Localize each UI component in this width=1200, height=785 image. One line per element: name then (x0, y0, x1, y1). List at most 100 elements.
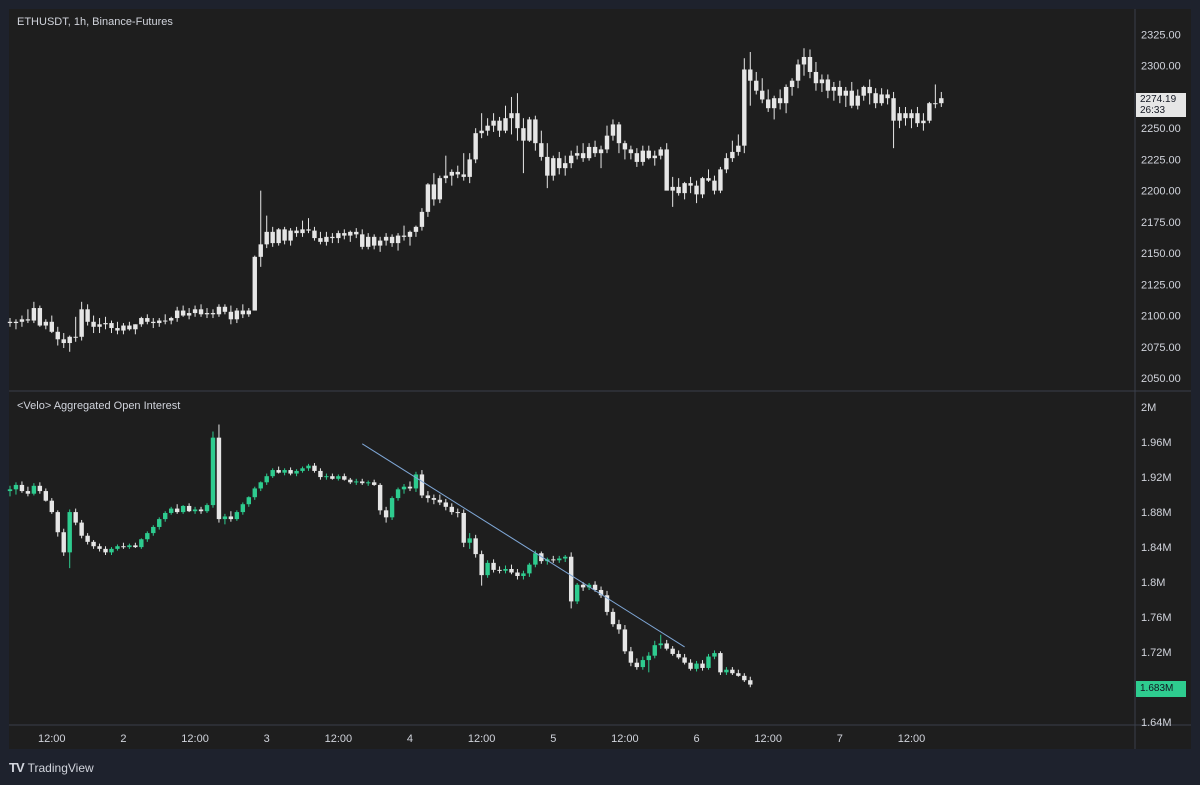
price-candle (807, 56, 813, 72)
oi-candle (425, 495, 431, 499)
oi-candle (109, 548, 114, 553)
tradingview-logo[interactable]: TV TradingView (9, 760, 94, 775)
oi-candle (652, 645, 657, 656)
oi-candle (503, 569, 508, 571)
oi-candle (724, 669, 729, 673)
price-candle (133, 324, 138, 330)
price-candle (180, 310, 186, 316)
price-candle (366, 236, 371, 247)
price-candle (330, 236, 335, 239)
price-candle (73, 336, 78, 338)
price-candle (628, 149, 634, 154)
oi-candle (461, 512, 466, 543)
price-candle (634, 153, 640, 162)
price-candle (163, 320, 168, 322)
oi-candle (563, 556, 568, 559)
price-candle (306, 229, 311, 231)
price-candle (467, 159, 472, 177)
oi-candle (509, 569, 514, 573)
price-candle (563, 163, 568, 169)
oi-candle (354, 481, 359, 483)
oi-candle (288, 470, 293, 474)
oi-candle (366, 482, 371, 484)
oi-candle (485, 562, 490, 576)
time-tick-label: 2 (120, 733, 126, 745)
price-candle (115, 328, 120, 331)
price-candle (342, 233, 347, 236)
price-candle (443, 175, 449, 179)
price-candle (568, 155, 574, 164)
oi-candle (234, 512, 240, 520)
price-candle (867, 86, 872, 94)
price-candle (539, 143, 544, 157)
oi-candle (413, 474, 419, 489)
oi-tick-label: 1.64M (1141, 717, 1172, 729)
price-candle (730, 151, 735, 159)
last-price-tag: 2274.19 26:33 (1136, 93, 1186, 117)
price-candle (360, 234, 365, 247)
oi-candle (646, 655, 651, 661)
oi-candle (377, 484, 383, 511)
oi-candle (127, 545, 132, 548)
price-candle (294, 230, 299, 234)
oi-candle (688, 662, 693, 669)
price-candle (145, 318, 150, 322)
price-candle (455, 171, 460, 175)
oi-candle (419, 474, 425, 496)
oi-candle (55, 512, 60, 533)
price-candle (479, 130, 484, 134)
price-candle (700, 178, 705, 195)
price-candle (103, 323, 108, 325)
price-candle (377, 240, 383, 246)
oi-candle (736, 673, 741, 676)
oi-candle (676, 653, 681, 658)
price-candle (801, 56, 807, 65)
oi-candle (467, 538, 472, 543)
oi-candle (586, 584, 592, 588)
price-candle (545, 156, 550, 176)
price-candle (109, 323, 114, 329)
price-candle (449, 171, 454, 176)
price-candle (79, 309, 84, 337)
time-tick-label: 5 (550, 733, 556, 745)
price-candle (425, 184, 431, 212)
price-tick-label: 2300.00 (1141, 61, 1181, 73)
price-candle (670, 186, 675, 191)
price-candle (939, 98, 944, 104)
price-candle (174, 310, 180, 319)
oi-candle (622, 629, 628, 652)
oi-candle (7, 489, 13, 492)
price-candle (604, 135, 610, 150)
time-tick-label: 12:00 (754, 733, 782, 745)
oi-candle (25, 491, 31, 494)
price-candle (413, 226, 419, 232)
time-tick-label: 12:00 (181, 733, 209, 745)
price-candle (765, 99, 771, 109)
price-candle (431, 184, 437, 200)
oi-candle (557, 558, 562, 561)
price-candle (288, 230, 293, 241)
oi-candle (748, 680, 753, 685)
time-scale-area (9, 725, 1191, 749)
oi-candle (574, 584, 580, 602)
price-candle (55, 331, 60, 340)
price-candle (85, 309, 90, 322)
price-candle (497, 120, 502, 131)
price-tick-label: 2125.00 (1141, 279, 1181, 291)
oi-candle (282, 470, 287, 473)
oi-candle (604, 595, 610, 612)
price-candle (873, 93, 878, 104)
price-candle (282, 229, 287, 241)
oi-candle (640, 660, 646, 668)
price-candle (7, 321, 13, 324)
price-candle (324, 236, 329, 242)
oi-candle (491, 562, 496, 570)
price-candle (658, 149, 663, 156)
price-candle (121, 325, 126, 331)
oi-candle (533, 553, 538, 565)
oi-tick-label: 1.88M (1141, 507, 1172, 519)
price-candle (61, 339, 66, 344)
price-candle (610, 124, 616, 136)
